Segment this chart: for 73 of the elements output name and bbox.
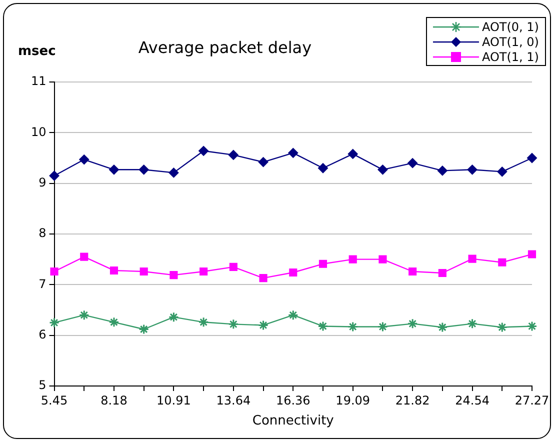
point [348, 321, 358, 332]
x-tick-label: 21.82 [395, 393, 430, 408]
point [229, 262, 238, 271]
x-tick-label: 16.36 [276, 393, 310, 408]
point [49, 317, 60, 328]
point [318, 320, 328, 332]
point [408, 158, 418, 168]
legend-label: AOT(0, 1) [482, 20, 539, 34]
point [49, 170, 60, 181]
point [140, 267, 148, 276]
point [138, 164, 149, 175]
y-tick-label: 6 [38, 327, 46, 342]
point [318, 260, 328, 268]
point [497, 166, 508, 177]
x-tick-label: 13.64 [216, 393, 251, 408]
point [258, 157, 268, 168]
point [437, 322, 448, 332]
point [79, 154, 90, 165]
point [407, 318, 418, 329]
point [170, 271, 178, 280]
y-tick-label: 11 [30, 74, 46, 88]
legend-label: AOT(1, 1) [482, 50, 539, 64]
point [468, 254, 476, 263]
legend-label: AOT(1, 0) [482, 34, 539, 48]
point [289, 268, 298, 277]
y-tick-label: 10 [30, 124, 46, 139]
point [378, 255, 387, 264]
point [467, 318, 478, 329]
y-tick-label: 7 [38, 276, 46, 291]
x-tick-label: 5.45 [40, 393, 68, 408]
point [108, 316, 120, 328]
point [467, 164, 478, 175]
x-axis-title: Connectivity [252, 414, 334, 429]
point [377, 321, 388, 332]
y-tick-label: 9 [38, 175, 46, 190]
point [526, 320, 538, 332]
point [198, 316, 209, 328]
point [138, 324, 150, 335]
x-tick-label: 27.27 [514, 393, 550, 408]
point [110, 266, 118, 275]
x-tick-label: 8.18 [100, 393, 128, 408]
point [288, 310, 298, 320]
point [168, 168, 179, 178]
point [348, 255, 357, 264]
x-tick-label: 24.54 [455, 393, 490, 408]
y-axis-title: msec [18, 44, 56, 59]
point [108, 164, 119, 175]
point [258, 320, 269, 330]
point [496, 322, 508, 332]
point [228, 318, 239, 330]
point [168, 312, 179, 322]
point [259, 274, 268, 282]
point [318, 163, 328, 174]
point [528, 250, 536, 258]
point [78, 310, 90, 320]
point [378, 164, 388, 175]
point [527, 153, 537, 163]
point [50, 267, 58, 276]
point [288, 148, 298, 158]
point [438, 268, 446, 278]
point [198, 146, 209, 156]
point [348, 148, 358, 159]
point [498, 258, 506, 266]
point [437, 166, 448, 176]
point [80, 252, 88, 261]
x-tick-label: 19.09 [336, 393, 370, 408]
point [228, 150, 238, 160]
point [408, 267, 417, 276]
point [200, 267, 208, 276]
y-tick-label: 8 [38, 226, 46, 240]
y-tick-label: 5 [38, 378, 46, 392]
x-tick-label: 10.91 [156, 393, 191, 408]
chart-title: Average packet delay [137, 38, 313, 57]
